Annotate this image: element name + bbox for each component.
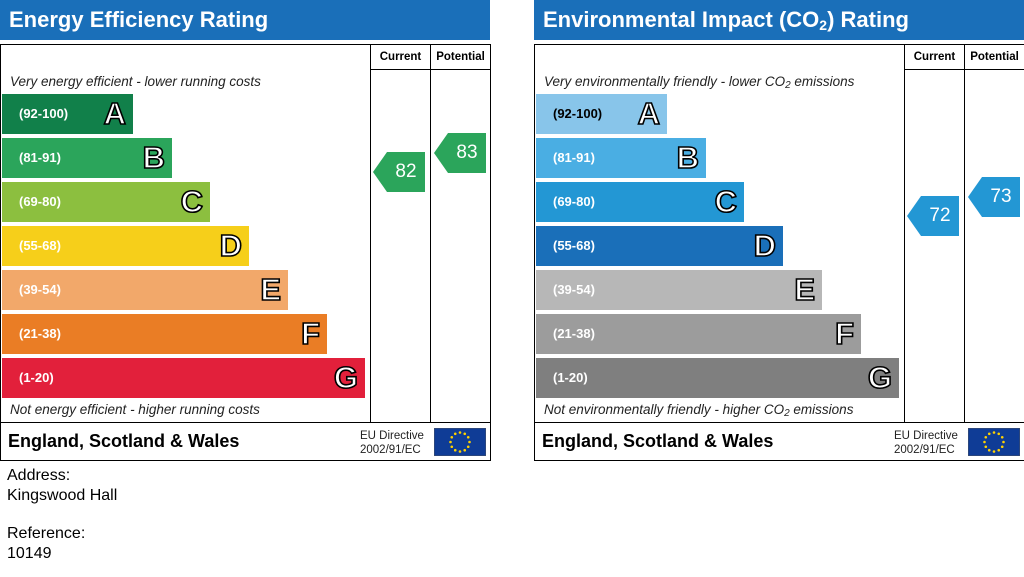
ee-band-range: (39-54) [19, 282, 61, 297]
ei-band-b: (81-91) B [536, 138, 706, 178]
ee-band-range: (21-38) [19, 326, 61, 341]
eu-flag-icon [433, 427, 487, 457]
ee-top-caption: Very energy efficient - lower running co… [10, 74, 261, 89]
ee-potential-value: 83 [456, 142, 478, 163]
ee-band-range: (55-68) [19, 238, 61, 253]
ei-bottom-caption: Not environmentally friendly - higher CO… [544, 402, 854, 419]
eu-flag-icon [967, 427, 1021, 457]
ei-band-e: (39-54) E [536, 270, 822, 310]
ee-band-g: (1-20) G [2, 358, 365, 398]
ee-title: Energy Efficiency Rating [0, 0, 490, 40]
ei-band-letter: D [753, 227, 777, 264]
ee-band-a: (92-100) A [2, 94, 133, 134]
ee-footer-country: England, Scotland & Wales [8, 431, 240, 451]
ee-band-range: (69-80) [19, 194, 61, 209]
ei-current-header: Current [913, 51, 956, 63]
ee-band-letter: G [333, 359, 359, 396]
ee-band-letter: E [260, 271, 282, 308]
ei-band-range: (21-38) [553, 326, 595, 341]
address-label: Address: [7, 467, 71, 484]
ei-band-a: (92-100) A [536, 94, 667, 134]
ee-current-header: Current [379, 51, 422, 63]
ei-potential-header: Potential [970, 51, 1019, 63]
ee-band-letter: C [180, 183, 204, 220]
ei-band-range: (81-91) [553, 150, 595, 165]
ee-band-letter: F [300, 315, 321, 352]
ei-directive-line2: 2002/91/EC [894, 444, 955, 456]
ee-band-range: (81-91) [19, 150, 61, 165]
ee-band-e: (39-54) E [2, 270, 288, 310]
ee-bottom-caption: Not energy efficient - higher running co… [10, 402, 260, 417]
ee-band-b: (81-91) B [2, 138, 172, 178]
ei-current-arrow: 72 [907, 196, 959, 236]
ei-band-d: (55-68) D [536, 226, 783, 266]
address-value: Kingswood Hall [7, 487, 118, 504]
ee-band-letter: A [103, 95, 127, 132]
ei-chart-frame: Current Potential Very environmentally f… [534, 44, 1024, 461]
ee-current-value: 82 [395, 161, 417, 182]
energy-efficiency-panel: Energy Efficiency Rating Current Potenti… [0, 0, 491, 461]
ei-band-letter: F [834, 315, 855, 352]
ei-band-range: (39-54) [553, 282, 595, 297]
ei-title: Environmental Impact (CO2) Rating [534, 0, 1024, 40]
ei-current-value: 72 [929, 205, 951, 226]
ee-directive-line1: EU Directive [360, 430, 424, 442]
environmental-impact-panel: Environmental Impact (CO2) Rating Curren… [534, 0, 1024, 461]
ee-potential-header: Potential [436, 51, 485, 63]
ei-top-caption: Very environmentally friendly - lower CO… [544, 74, 855, 91]
ei-band-range: (69-80) [553, 194, 595, 209]
ee-band-f: (21-38) F [2, 314, 327, 354]
ei-band-range: (55-68) [553, 238, 595, 253]
ee-band-c: (69-80) C [2, 182, 210, 222]
ei-band-letter: E [794, 271, 816, 308]
ee-band-range: (1-20) [19, 370, 54, 385]
ei-band-letter: C [714, 183, 738, 220]
ee-band-letter: D [219, 227, 243, 264]
ee-band-range: (92-100) [19, 106, 69, 121]
ee-current-arrow: 82 [373, 152, 425, 192]
reference-value: 10149 [7, 545, 52, 562]
ei-band-g: (1-20) G [536, 358, 899, 398]
ee-directive-line2: 2002/91/EC [360, 444, 421, 456]
ee-band-letter: B [142, 139, 166, 176]
ee-chart-frame: Current Potential Very energy efficient … [0, 44, 491, 461]
ei-band-letter: A [637, 95, 661, 132]
reference-label: Reference: [7, 525, 86, 542]
ei-directive-line1: EU Directive [894, 430, 958, 442]
ee-eu-directive: EU Directive 2002/91/EC [360, 429, 424, 457]
ei-band-letter: G [867, 359, 893, 396]
ei-footer-country: England, Scotland & Wales [542, 431, 774, 451]
ei-band-range: (1-20) [553, 370, 588, 385]
ee-potential-arrow: 83 [434, 133, 486, 173]
ei-potential-value: 73 [990, 186, 1012, 207]
ei-potential-arrow: 73 [968, 177, 1020, 217]
ee-band-d: (55-68) D [2, 226, 249, 266]
ei-eu-directive: EU Directive 2002/91/EC [894, 429, 958, 457]
ei-band-f: (21-38) F [536, 314, 861, 354]
ei-band-range: (92-100) [553, 106, 603, 121]
ei-band-letter: B [676, 139, 700, 176]
ei-band-c: (69-80) C [536, 182, 744, 222]
